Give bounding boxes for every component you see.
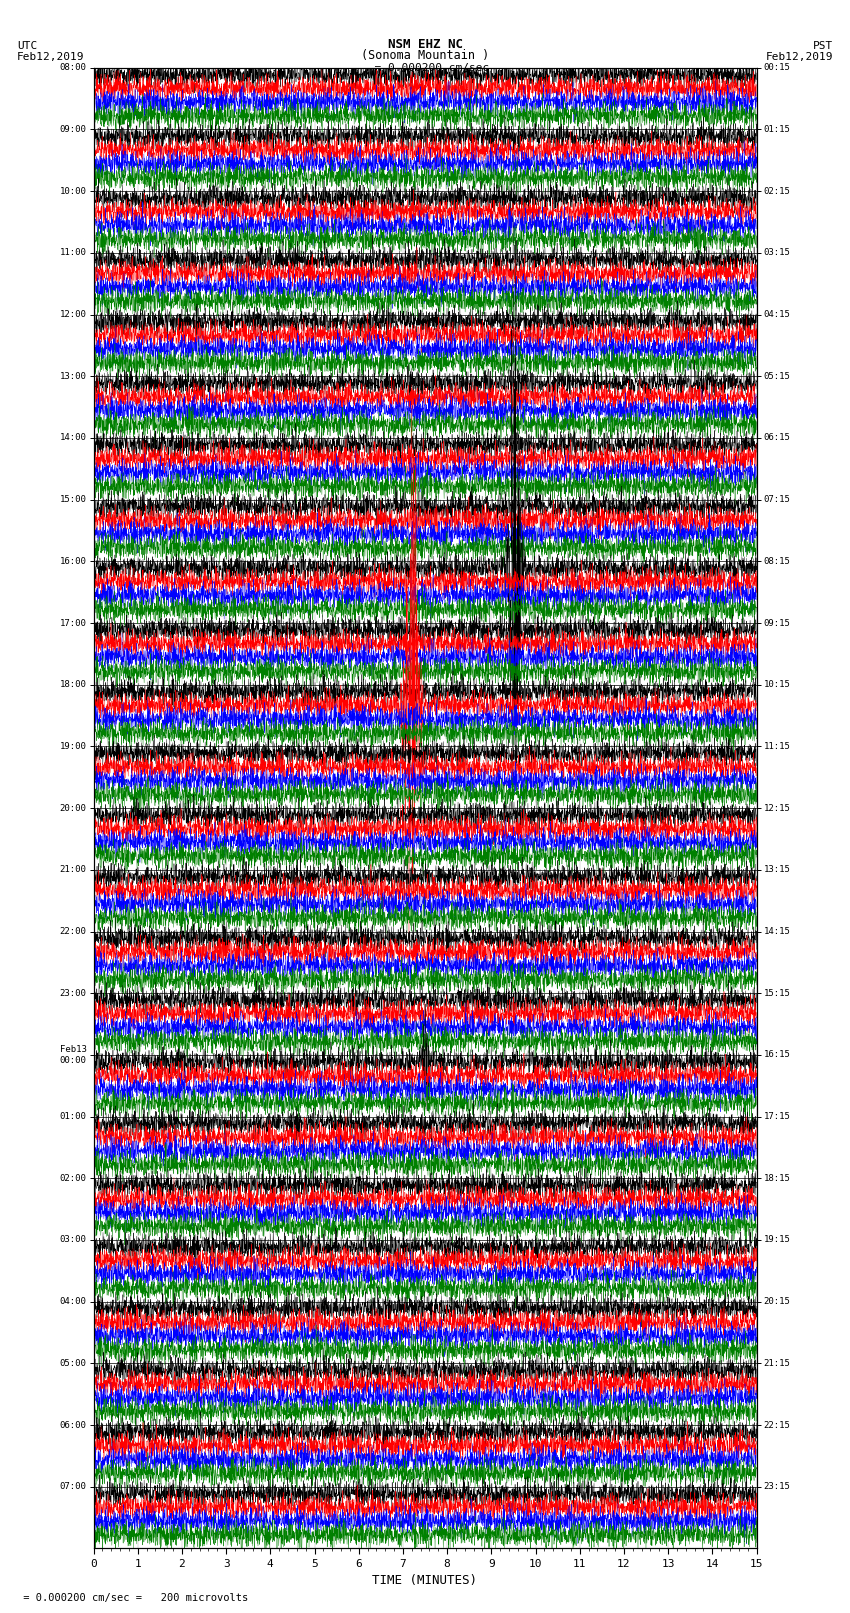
Text: = 0.000200 cm/sec =   200 microvolts: = 0.000200 cm/sec = 200 microvolts bbox=[17, 1594, 248, 1603]
Text: (Sonoma Mountain ): (Sonoma Mountain ) bbox=[361, 48, 489, 63]
Text: Feb12,2019: Feb12,2019 bbox=[766, 52, 833, 63]
Text: UTC: UTC bbox=[17, 40, 37, 50]
Text: NSM EHZ NC: NSM EHZ NC bbox=[388, 37, 462, 50]
Text: = 0.000200 cm/sec: = 0.000200 cm/sec bbox=[361, 63, 489, 73]
Text: Feb12,2019: Feb12,2019 bbox=[17, 52, 84, 63]
Text: PST: PST bbox=[813, 40, 833, 50]
X-axis label: TIME (MINUTES): TIME (MINUTES) bbox=[372, 1574, 478, 1587]
